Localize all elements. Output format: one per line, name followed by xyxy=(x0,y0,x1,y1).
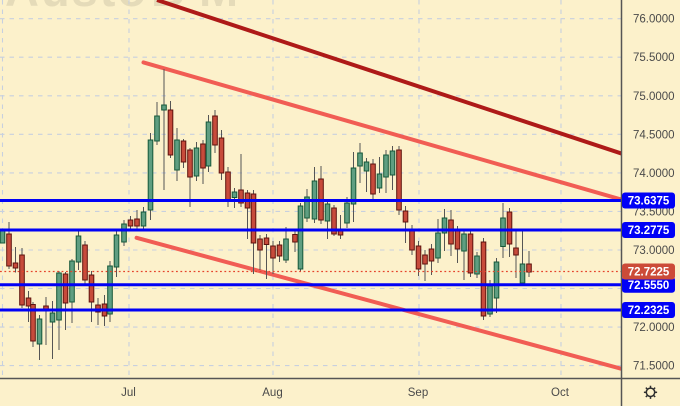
svg-text:72.0000: 72.0000 xyxy=(633,322,675,334)
svg-text:72.2325: 72.2325 xyxy=(628,305,670,317)
svg-text:Jul: Jul xyxy=(121,387,136,399)
svg-text:74.5000: 74.5000 xyxy=(633,129,675,141)
svg-text:71.5000: 71.5000 xyxy=(633,361,675,373)
svg-text:72.7225: 72.7225 xyxy=(628,267,670,279)
svg-text:72.5550: 72.5550 xyxy=(628,280,670,292)
svg-text:Aug: Aug xyxy=(262,387,282,399)
svg-text:73.5000: 73.5000 xyxy=(633,206,675,218)
svg-text:73.6375: 73.6375 xyxy=(628,196,670,208)
svg-text:74.0000: 74.0000 xyxy=(633,168,675,180)
svg-text:75.0000: 75.0000 xyxy=(633,91,675,103)
svg-text:Oct: Oct xyxy=(551,387,570,399)
svg-text:73.0000: 73.0000 xyxy=(633,245,675,257)
svg-text:73.2775: 73.2775 xyxy=(628,225,670,237)
svg-text:Sep: Sep xyxy=(408,387,428,399)
svg-text:75.5000: 75.5000 xyxy=(633,52,675,64)
svg-text:Austo: Austo xyxy=(5,0,148,16)
svg-text:76.0000: 76.0000 xyxy=(633,14,675,26)
